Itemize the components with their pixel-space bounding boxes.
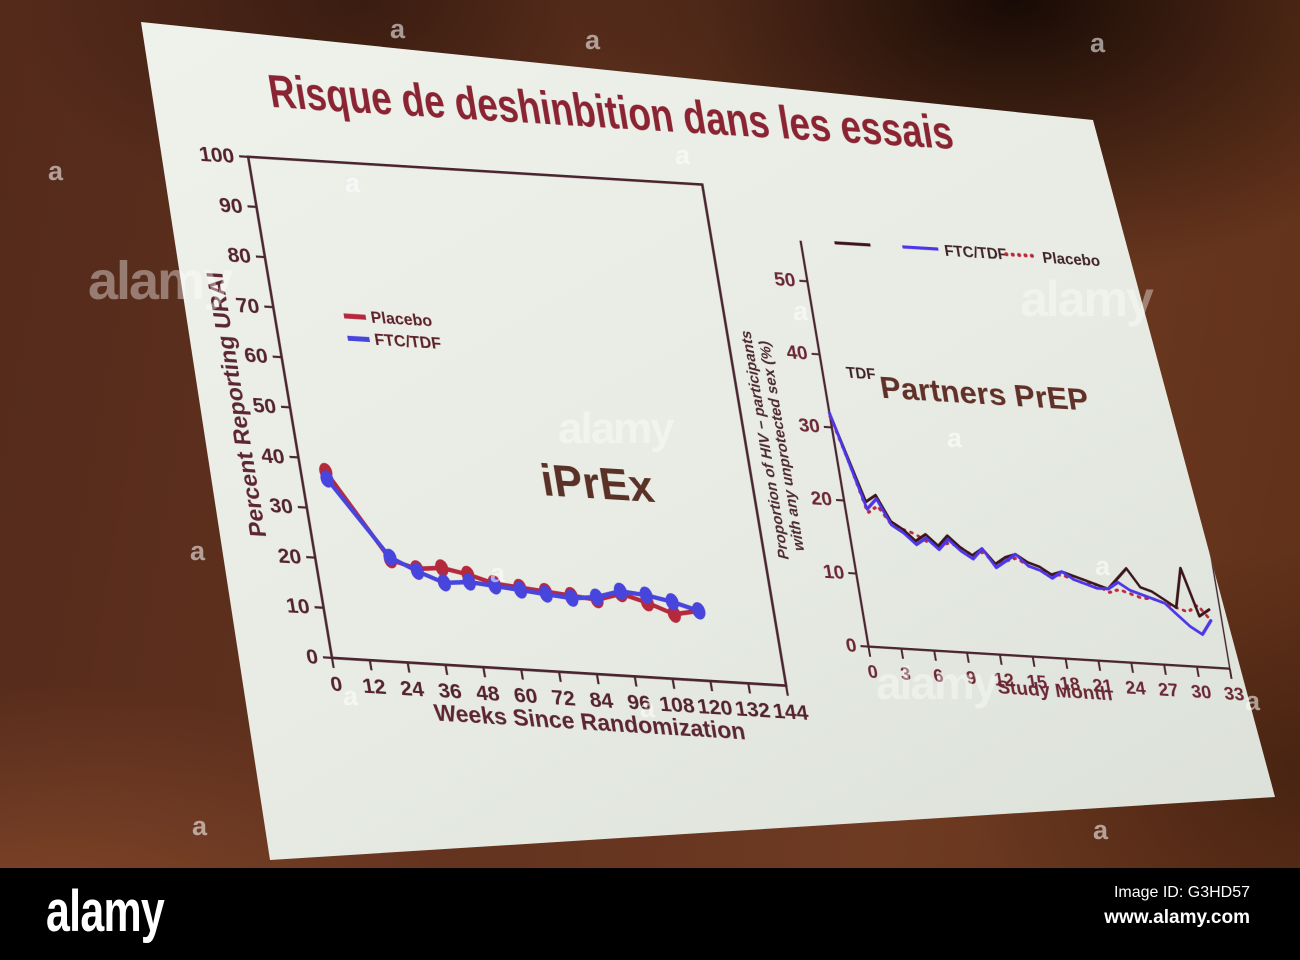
svg-text:48: 48 [474, 681, 501, 706]
svg-text:12: 12 [992, 668, 1015, 690]
alamy-url-text: www.alamy.com [1104, 907, 1250, 928]
svg-text:30: 30 [268, 493, 295, 518]
svg-text:0: 0 [304, 644, 320, 669]
svg-text:70: 70 [234, 293, 261, 318]
svg-text:27: 27 [1157, 678, 1180, 700]
svg-text:24: 24 [398, 676, 425, 701]
svg-text:24: 24 [1124, 676, 1148, 698]
svg-text:144: 144 [771, 699, 810, 725]
svg-text:72: 72 [550, 685, 577, 710]
svg-text:iPrEx: iPrEx [537, 457, 658, 513]
svg-text:80: 80 [226, 243, 253, 268]
svg-text:20: 20 [809, 489, 834, 511]
svg-text:6: 6 [932, 665, 946, 687]
svg-text:0: 0 [866, 661, 880, 683]
svg-text:60: 60 [512, 683, 539, 708]
alamy-watermark-letter: a [585, 25, 601, 55]
slide-content: Risque de deshinbition dans les essais 0… [141, 42, 1275, 860]
alamy-watermark-letter: a [48, 156, 64, 186]
image-id-text: Image ID: G3HD57 [1113, 884, 1250, 901]
footer-info: Image ID: G3HD57 www.alamy.com [1104, 884, 1250, 929]
svg-text:Partners PrEP: Partners PrEP [877, 370, 1091, 418]
svg-text:10: 10 [822, 562, 847, 584]
svg-text:96: 96 [626, 690, 653, 715]
svg-text:Placebo: Placebo [1041, 250, 1101, 270]
svg-text:FTC/TDF: FTC/TDF [943, 243, 1008, 264]
svg-text:60: 60 [242, 343, 269, 368]
svg-text:36: 36 [436, 679, 463, 704]
svg-text:50: 50 [773, 269, 798, 291]
alamy-watermark-letter: a [190, 536, 206, 566]
svg-text:132: 132 [733, 697, 772, 723]
alamy-watermark-letter: a [390, 14, 406, 44]
svg-text:3: 3 [899, 663, 913, 685]
svg-text:30: 30 [797, 415, 822, 437]
svg-text:120: 120 [695, 694, 734, 720]
svg-text:21: 21 [1091, 674, 1114, 696]
alamy-watermark-letter: a [1090, 28, 1106, 58]
svg-text:0: 0 [844, 635, 858, 657]
svg-text:15: 15 [1025, 670, 1048, 692]
svg-text:100: 100 [197, 142, 236, 168]
slide-title: Risque de deshinbition dans les essais [264, 64, 957, 160]
svg-text:12: 12 [361, 674, 388, 699]
svg-text:50: 50 [251, 393, 278, 418]
svg-text:30: 30 [1189, 680, 1212, 702]
svg-text:TDF: TDF [845, 365, 877, 384]
svg-text:40: 40 [785, 342, 810, 364]
svg-text:18: 18 [1058, 672, 1081, 694]
alamy-logo: alamy [46, 879, 165, 944]
svg-text:84: 84 [588, 688, 615, 713]
svg-text:108: 108 [658, 692, 697, 718]
svg-text:0: 0 [329, 672, 345, 697]
alamy-watermark-letter: a [1093, 815, 1109, 845]
svg-text:33: 33 [1222, 682, 1245, 704]
svg-text:9: 9 [964, 667, 978, 689]
svg-text:40: 40 [259, 443, 286, 468]
svg-text:FTC/TDF: FTC/TDF [373, 331, 443, 353]
svg-text:90: 90 [217, 193, 244, 218]
svg-text:20: 20 [276, 543, 303, 568]
alamy-footer-bar: alamy Image ID: G3HD57 www.alamy.com [0, 868, 1300, 960]
svg-text:Placebo: Placebo [369, 309, 433, 331]
alamy-watermark-letter: a [192, 811, 208, 841]
svg-text:10: 10 [284, 594, 311, 619]
